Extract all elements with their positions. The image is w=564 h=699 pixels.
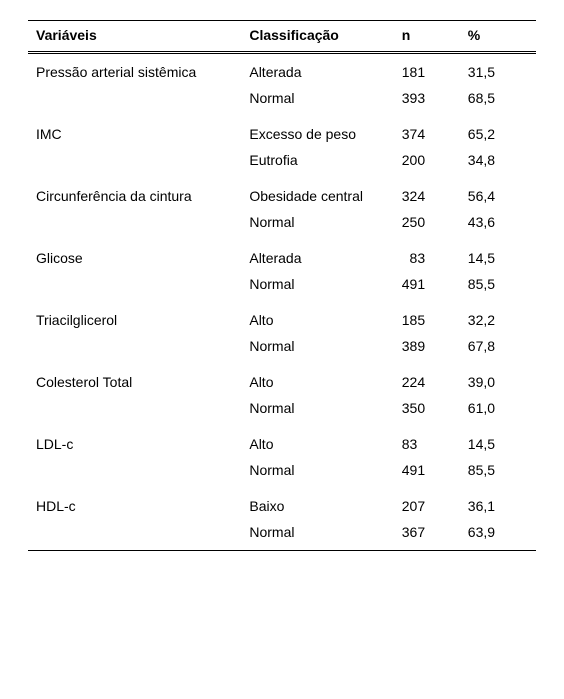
cell-classificacao: Normal [241, 395, 393, 420]
cell-pct: 43,6 [460, 209, 536, 234]
cell-n: 491 [394, 457, 460, 482]
cell-pct: 63,9 [460, 519, 536, 551]
cell-variavel: LDL-c [28, 420, 241, 457]
cell-n: 374 [394, 110, 460, 147]
table-body: Pressão arterial sistêmicaAlterada18131,… [28, 53, 536, 551]
cell-n: 389 [394, 333, 460, 358]
header-row: Variáveis Classificação n % [28, 21, 536, 53]
cell-n: 185 [394, 296, 460, 333]
table-row: Normal25043,6 [28, 209, 536, 234]
cell-classificacao: Obesidade central [241, 172, 393, 209]
cell-classificacao: Alto [241, 358, 393, 395]
header-variaveis: Variáveis [28, 21, 241, 53]
table-row: Normal35061,0 [28, 395, 536, 420]
cell-variavel: Pressão arterial sistêmica [28, 53, 241, 86]
cell-pct: 67,8 [460, 333, 536, 358]
table-row: LDL-cAlto8314,5 [28, 420, 536, 457]
cell-variavel: Glicose [28, 234, 241, 271]
header-n: n [394, 21, 460, 53]
cell-variavel: IMC [28, 110, 241, 147]
table-row: Pressão arterial sistêmicaAlterada18131,… [28, 53, 536, 86]
cell-n: 207 [394, 482, 460, 519]
cell-classificacao: Alterada [241, 234, 393, 271]
cell-classificacao: Alto [241, 296, 393, 333]
table-row: Circunferência da cinturaObesidade centr… [28, 172, 536, 209]
cell-n: 367 [394, 519, 460, 551]
cell-classificacao: Eutrofia [241, 147, 393, 172]
cell-classificacao: Normal [241, 209, 393, 234]
cell-n: 200 [394, 147, 460, 172]
data-table: Variáveis Classificação n % Pressão arte… [28, 20, 536, 551]
table-row: Normal49185,5 [28, 271, 536, 296]
cell-variavel [28, 85, 241, 110]
table-row: IMCExcesso de peso37465,2 [28, 110, 536, 147]
cell-n: 250 [394, 209, 460, 234]
cell-variavel [28, 271, 241, 296]
cell-pct: 68,5 [460, 85, 536, 110]
cell-variavel [28, 147, 241, 172]
cell-classificacao: Baixo [241, 482, 393, 519]
table-row: Normal38967,8 [28, 333, 536, 358]
header-pct: % [460, 21, 536, 53]
cell-pct: 56,4 [460, 172, 536, 209]
cell-variavel: Triacilglicerol [28, 296, 241, 333]
cell-pct: 65,2 [460, 110, 536, 147]
cell-n: 350 [394, 395, 460, 420]
cell-n: 324 [394, 172, 460, 209]
table-row: Normal49185,5 [28, 457, 536, 482]
cell-variavel: HDL-c [28, 482, 241, 519]
cell-pct: 61,0 [460, 395, 536, 420]
cell-variavel: Colesterol Total [28, 358, 241, 395]
cell-variavel: Circunferência da cintura [28, 172, 241, 209]
cell-pct: 14,5 [460, 420, 536, 457]
header-classificacao: Classificação [241, 21, 393, 53]
cell-n: 181 [394, 53, 460, 86]
cell-variavel [28, 519, 241, 551]
cell-classificacao: Normal [241, 457, 393, 482]
cell-variavel [28, 457, 241, 482]
cell-pct: 36,1 [460, 482, 536, 519]
cell-n: 83 [394, 420, 460, 457]
cell-classificacao: Normal [241, 271, 393, 296]
cell-pct: 34,8 [460, 147, 536, 172]
cell-classificacao: Alto [241, 420, 393, 457]
table-row: Normal39368,5 [28, 85, 536, 110]
cell-classificacao: Normal [241, 333, 393, 358]
cell-pct: 85,5 [460, 457, 536, 482]
cell-variavel [28, 395, 241, 420]
cell-n: 393 [394, 85, 460, 110]
cell-pct: 14,5 [460, 234, 536, 271]
cell-pct: 39,0 [460, 358, 536, 395]
table-row: Normal36763,9 [28, 519, 536, 551]
cell-classificacao: Normal [241, 519, 393, 551]
cell-variavel [28, 209, 241, 234]
cell-pct: 32,2 [460, 296, 536, 333]
cell-pct: 31,5 [460, 53, 536, 86]
cell-classificacao: Excesso de peso [241, 110, 393, 147]
table-row: Colesterol TotalAlto22439,0 [28, 358, 536, 395]
cell-classificacao: Alterada [241, 53, 393, 86]
table-row: GlicoseAlterada 8314,5 [28, 234, 536, 271]
cell-n: 83 [394, 234, 460, 271]
table-row: Eutrofia20034,8 [28, 147, 536, 172]
cell-n: 491 [394, 271, 460, 296]
cell-variavel [28, 333, 241, 358]
cell-pct: 85,5 [460, 271, 536, 296]
cell-n: 224 [394, 358, 460, 395]
table-row: TriacilglicerolAlto18532,2 [28, 296, 536, 333]
table-row: HDL-cBaixo20736,1 [28, 482, 536, 519]
cell-classificacao: Normal [241, 85, 393, 110]
